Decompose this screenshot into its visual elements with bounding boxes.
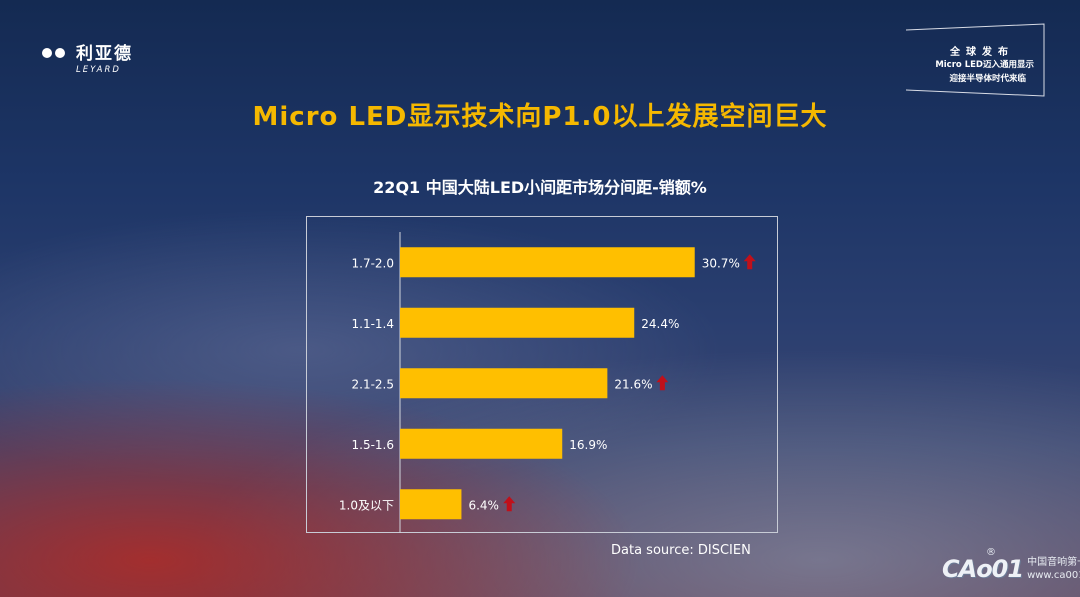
up-arrow-icon bbox=[656, 375, 669, 391]
category-label: 1.1-1.4 bbox=[352, 317, 395, 331]
category-label: 1.0及以下 bbox=[339, 498, 394, 512]
logo-name-en: LEYARD bbox=[76, 64, 121, 75]
up-arrow-icon bbox=[503, 496, 516, 512]
release-badge: 全球发布 Micro LED迈入通用显示 迎接半导体时代来临 bbox=[904, 22, 1048, 98]
data-label: 6.4% bbox=[468, 498, 499, 512]
badge-line3: 迎接半导体时代来临 bbox=[949, 74, 1026, 84]
leyard-logo: 利亚德 LEYARD bbox=[38, 44, 133, 76]
data-label: 24.4% bbox=[641, 317, 679, 331]
leyard-logo-icon bbox=[42, 48, 66, 70]
badge-frame bbox=[905, 23, 1045, 97]
chart-title: 22Q1 中国大陆LED小间距市场分间距-销额% bbox=[373, 178, 707, 197]
watermark-brand: CAo01 bbox=[942, 555, 1024, 583]
watermark: CAo01 ® 中国音响第一网 www.ca001.com bbox=[942, 547, 1080, 583]
chart-frame bbox=[306, 216, 778, 533]
data-label: 16.9% bbox=[569, 438, 607, 452]
up-arrow-icon bbox=[743, 254, 756, 270]
bar bbox=[400, 307, 635, 338]
bar bbox=[400, 247, 695, 278]
badge-line2: Micro LED迈入通用显示 bbox=[935, 60, 1034, 70]
bar bbox=[400, 428, 563, 459]
watermark-cn: 中国音响第一网 bbox=[1027, 557, 1080, 568]
logo-name-cn: 利亚德 bbox=[76, 43, 133, 64]
data-label: 21.6% bbox=[614, 377, 652, 391]
category-label: 2.1-2.5 bbox=[352, 377, 395, 391]
category-label: 1.5-1.6 bbox=[352, 438, 395, 452]
badge-line1: 全球发布 bbox=[950, 47, 1014, 58]
category-label: 1.7-2.0 bbox=[352, 256, 395, 270]
registered-mark: ® bbox=[986, 547, 996, 558]
bar bbox=[400, 489, 462, 520]
data-source: Data source: DISCIEN bbox=[611, 543, 751, 558]
watermark-url: www.ca001.com bbox=[1027, 570, 1080, 581]
data-label: 30.7% bbox=[702, 256, 740, 270]
slide-title: Micro LED显示技术向P1.0以上发展空间巨大 bbox=[252, 102, 828, 132]
bar-chart: 1.7-2.0 30.7% 1.1-1.4 24.4% 2.1-2.5 21.6% 1.5-… bbox=[339, 232, 756, 533]
bar bbox=[400, 368, 608, 399]
